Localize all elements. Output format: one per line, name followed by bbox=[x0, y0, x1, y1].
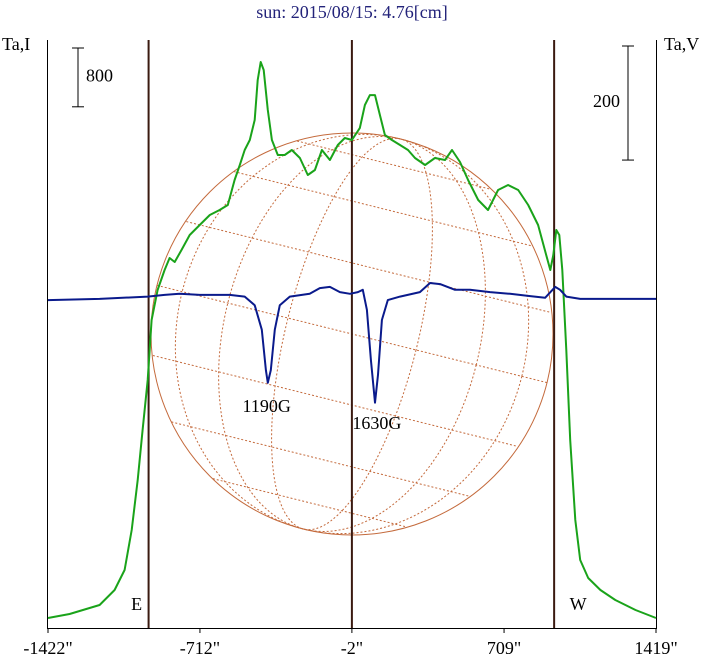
annotation: 1190G bbox=[243, 396, 291, 416]
series-line bbox=[47, 282, 656, 404]
x-tick-label: -712" bbox=[180, 638, 220, 658]
x-tick-label: 1419" bbox=[634, 638, 677, 658]
x-tick-label: -1422" bbox=[23, 638, 72, 658]
scale-bar-label: 800 bbox=[86, 66, 113, 86]
east-label: E bbox=[131, 594, 142, 614]
y-axis-label: Ta,I bbox=[2, 34, 30, 54]
x-tick-label: -2" bbox=[341, 638, 363, 658]
y2-axis-label: Ta,V bbox=[664, 34, 699, 54]
series-line bbox=[47, 61, 657, 619]
west-label: W bbox=[570, 594, 587, 614]
chart-title: sun: 2015/08/15: 4.76[cm] bbox=[256, 2, 448, 22]
scale-bar-label: 200 bbox=[593, 91, 620, 111]
annotation: 1630G bbox=[352, 413, 401, 433]
x-tick-label: 709" bbox=[487, 638, 521, 658]
